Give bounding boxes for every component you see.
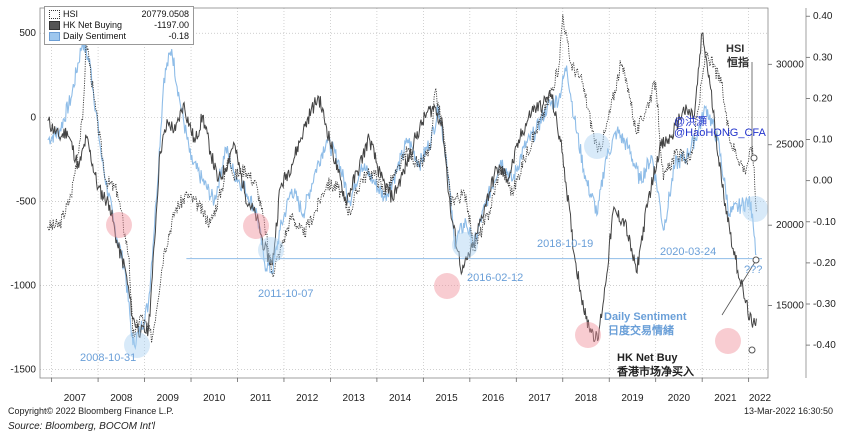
axes: 500 0 -500 -1000 -1500 30000 25000 20000 15000 0.… (10, 7, 836, 404)
x-tick-label: 2014 (389, 393, 412, 404)
legend-series-name: HK Net Buying (63, 20, 123, 30)
hsi-tick-label: 25000 (776, 140, 804, 151)
highlight-circle-pink (575, 322, 601, 348)
timestamp-text: 13-Mar-2022 16:30:50 (743, 406, 833, 416)
hsi-tick-label: 20000 (776, 220, 804, 231)
copyright-text: Copyright© 2022 Bloomberg Finance L.P. (8, 406, 174, 416)
hk-net-buy-label: HK Net Buy (617, 352, 678, 364)
sentiment-tick-label: 0.40 (813, 11, 833, 22)
sentiment-tick-label: 0.30 (813, 52, 833, 63)
x-tick-label: 2010 (203, 393, 226, 404)
legend-swatch (49, 10, 60, 19)
x-tick-label: 2020 (668, 393, 691, 404)
x-tick-label: 2018 (575, 393, 598, 404)
legend-series-name: Daily Sentiment (63, 31, 127, 41)
highlight-circle-pink (434, 273, 460, 299)
hsi-title-label: HSI (726, 43, 744, 55)
sentiment-tick-label: -0.20 (813, 258, 836, 269)
daily-sentiment-label: Daily Sentiment (604, 311, 687, 323)
x-tick-label: 2011 (250, 393, 272, 404)
left-tick-label: -1000 (10, 281, 36, 292)
legend-row: Daily Sentiment -0.18 (49, 31, 189, 42)
legend-series-value: -0.18 (168, 31, 189, 41)
hsi-cn-label: 恒指 (727, 55, 749, 69)
x-tick-label: 2007 (64, 393, 87, 404)
date-2016-02-12: 2016-02-12 (467, 272, 523, 284)
source-text: Source: Bloomberg, BOCOM Int'l (8, 421, 155, 432)
daily-sentiment-cn-label: 日度交易情緒 (608, 323, 674, 337)
grid (40, 8, 768, 378)
legend: HSI 20779.0508 HK Net Buying -1197.00 Daily … (44, 6, 194, 45)
date-2018-10-19: 2018-10-19 (537, 238, 593, 250)
highlight-circle-blue (258, 237, 284, 263)
x-tick-label: 2019 (621, 393, 644, 404)
sentiment-tick-label: 0.20 (813, 93, 833, 104)
highlight-circle-pink (243, 213, 269, 239)
sentiment-tick-label: 0.00 (813, 176, 833, 187)
sentiment-tick-label: -0.30 (813, 299, 836, 310)
x-tick-label: 2013 (343, 393, 366, 404)
handle-en: @HaoHONG_CFA (674, 127, 767, 139)
date-2008-10-31: 2008-10-31 (80, 352, 136, 364)
legend-swatch (49, 21, 60, 30)
sentiment-tick-label: -0.10 (813, 217, 836, 228)
date-2011-10-07: 2011-10-07 (258, 288, 313, 300)
hsi-tick-label: 30000 (776, 59, 804, 70)
legend-row: HK Net Buying -1197.00 (49, 20, 189, 31)
x-tick-label: 2015 (435, 393, 458, 404)
sentiment-end-marker (752, 256, 760, 264)
hsi-end-marker (750, 154, 758, 162)
legend-row: HSI 20779.0508 (49, 9, 189, 20)
left-tick-label: 0 (30, 112, 36, 123)
highlight-circle-pink (106, 212, 132, 238)
sentiment-tick-label: 0.10 (813, 135, 833, 146)
legend-series-name: HSI (63, 9, 79, 19)
question-marks: ??? (744, 264, 762, 276)
left-tick-label: 500 (19, 28, 36, 39)
hk-net-buy-cn-label: 香港市场净买入 (616, 364, 694, 378)
plot-frame (39, 7, 769, 379)
x-tick-label: 2009 (157, 393, 180, 404)
x-tick-label: 2017 (528, 393, 551, 404)
series-hk-net-buying (47, 32, 757, 342)
x-tick-label: 2012 (296, 393, 319, 404)
series-hsi (47, 14, 757, 343)
net-buy-end-marker (748, 346, 756, 354)
sentiment-tick-label: -0.40 (813, 340, 836, 351)
date-2020-03-24: 2020-03-24 (660, 246, 716, 258)
highlight-circles (106, 133, 768, 358)
highlight-circle-pink (715, 328, 741, 354)
left-tick-label: -500 (16, 196, 36, 207)
handle-cn: @洪灝 (674, 114, 707, 128)
highlight-circle-blue (742, 196, 768, 222)
series-layer (47, 14, 757, 351)
highlight-circle-blue (124, 332, 150, 358)
x-tick-label: 2008 (110, 393, 133, 404)
x-tick-label: 2021 (714, 393, 737, 404)
highlight-circle-blue (584, 133, 610, 159)
left-tick-label: -1500 (10, 365, 36, 376)
x-tick-label: 2016 (482, 393, 505, 404)
highlight-circle-blue (452, 232, 478, 258)
x-tick-label: 2022 (749, 393, 772, 404)
hsi-tick-label: 15000 (776, 301, 804, 312)
legend-series-value: 20779.0508 (141, 9, 189, 19)
legend-swatch (49, 32, 60, 41)
legend-series-value: -1197.00 (154, 20, 189, 30)
sentiment-pointer-line (721, 261, 756, 316)
